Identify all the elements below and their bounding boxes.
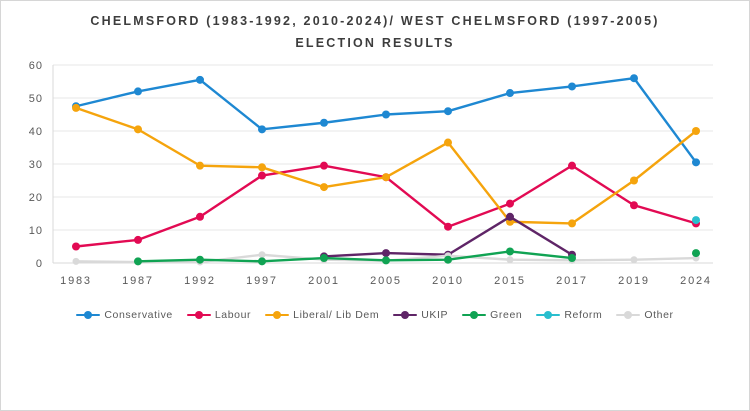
point-liberal-lib-dem-2017 bbox=[568, 219, 576, 228]
x-tick-label-1997: 1997 bbox=[246, 275, 278, 287]
legend-dot-conservative bbox=[84, 310, 93, 319]
point-reform-2024 bbox=[692, 215, 700, 224]
point-liberal-lib-dem-1997 bbox=[258, 163, 266, 172]
point-labour-1997 bbox=[258, 171, 266, 180]
point-conservative-1997 bbox=[258, 125, 266, 134]
point-conservative-2019 bbox=[630, 73, 638, 82]
x-tick-label-2005: 2005 bbox=[370, 275, 402, 287]
y-tick-label-60: 60 bbox=[29, 60, 43, 72]
point-green-1997 bbox=[258, 257, 266, 266]
x-tick-label-1987: 1987 bbox=[122, 275, 154, 287]
legend-dot-other bbox=[624, 310, 633, 319]
point-other-2019 bbox=[630, 255, 638, 263]
point-labour-1983 bbox=[72, 242, 80, 251]
y-tick-label-0: 0 bbox=[36, 258, 43, 270]
x-tick-label-2015: 2015 bbox=[494, 275, 526, 287]
point-liberal-lib-dem-2024 bbox=[692, 126, 700, 135]
point-green-1987 bbox=[134, 257, 142, 266]
point-green-2005 bbox=[382, 256, 390, 265]
legend-item-conservative: Conservative bbox=[76, 309, 172, 321]
legend-dot-liberal-lib-dem bbox=[273, 310, 282, 319]
chart-legend: Conservative Labour Liberal/ Lib Dem UKIP Gr… bbox=[1, 309, 749, 321]
x-tick-label-2024: 2024 bbox=[680, 275, 712, 287]
legend-item-liberal-lib-dem: Liberal/ Lib Dem bbox=[265, 309, 379, 321]
point-conservative-2001 bbox=[320, 118, 328, 127]
y-tick-label-30: 30 bbox=[29, 159, 43, 171]
legend-label-green: Green bbox=[490, 308, 523, 321]
legend-label-conservative: Conservative bbox=[104, 308, 173, 321]
point-green-2024 bbox=[692, 248, 700, 257]
x-tick-label-2001: 2001 bbox=[308, 275, 340, 287]
point-other-1983 bbox=[72, 257, 80, 265]
legend-label-reform: Reform bbox=[564, 308, 603, 321]
point-labour-2017 bbox=[568, 161, 576, 170]
legend-dot-reform bbox=[544, 310, 553, 319]
x-tick-label-2017: 2017 bbox=[556, 275, 588, 287]
legend-marker-green-icon bbox=[462, 310, 487, 319]
legend-label-liberal-lib-dem: Liberal/ Lib Dem bbox=[293, 308, 380, 321]
point-liberal-lib-dem-2005 bbox=[382, 172, 390, 181]
point-conservative-1987 bbox=[134, 87, 142, 96]
point-green-2017 bbox=[568, 253, 576, 262]
point-labour-2010 bbox=[444, 222, 452, 231]
point-other-2015 bbox=[506, 255, 514, 263]
legend-marker-reform-icon bbox=[536, 310, 561, 319]
point-liberal-lib-dem-1987 bbox=[134, 125, 142, 134]
point-green-2015 bbox=[506, 247, 514, 256]
legend-dot-green bbox=[470, 310, 479, 319]
legend-marker-other-icon bbox=[616, 310, 641, 319]
legend-label-ukip: UKIP bbox=[421, 308, 449, 321]
y-tick-label-10: 10 bbox=[29, 225, 43, 237]
point-liberal-lib-dem-1992 bbox=[196, 161, 204, 170]
point-labour-2001 bbox=[320, 161, 328, 170]
point-labour-2019 bbox=[630, 201, 638, 209]
x-tick-label-2010: 2010 bbox=[432, 275, 464, 287]
legend-item-other: Other bbox=[616, 309, 673, 321]
series-conservative-line bbox=[74, 76, 698, 164]
point-liberal-lib-dem-2010 bbox=[444, 138, 452, 147]
chart-title: CHELMSFORD (1983-1992, 2010-2024)/ WEST … bbox=[90, 14, 660, 50]
legend-label-labour: Labour bbox=[214, 308, 252, 321]
point-liberal-lib-dem-1983 bbox=[72, 103, 80, 112]
legend-item-labour: Labour bbox=[186, 308, 252, 321]
series-green-line bbox=[136, 249, 574, 263]
point-conservative-2005 bbox=[382, 110, 390, 119]
x-tick-label-2019: 2019 bbox=[618, 275, 650, 287]
point-conservative-2024 bbox=[692, 158, 700, 167]
y-tick-label-20: 20 bbox=[29, 192, 43, 204]
legend-marker-labour-icon bbox=[186, 310, 211, 319]
point-ukip-2015 bbox=[506, 212, 514, 221]
point-liberal-lib-dem-2001 bbox=[320, 182, 328, 191]
point-green-2010 bbox=[444, 255, 452, 264]
y-tick-label-50: 50 bbox=[29, 93, 43, 105]
legend-dot-ukip bbox=[401, 310, 410, 319]
point-green-2001 bbox=[320, 253, 328, 262]
point-labour-1992 bbox=[196, 212, 204, 221]
x-tick-label-1983: 1983 bbox=[60, 275, 92, 287]
point-conservative-2017 bbox=[568, 82, 576, 91]
y-tick-label-40: 40 bbox=[29, 126, 43, 138]
legend-label-other: Other bbox=[644, 308, 674, 321]
legend-item-green: Green bbox=[462, 309, 522, 321]
point-conservative-1992 bbox=[196, 75, 204, 84]
point-green-1992 bbox=[196, 255, 204, 264]
point-other-1997 bbox=[258, 251, 266, 258]
legend-marker-liberal-lib-dem-icon bbox=[265, 310, 290, 319]
point-labour-1987 bbox=[134, 235, 142, 244]
series-liberal-lib-dem-line bbox=[74, 106, 698, 225]
legend-dot-labour bbox=[194, 310, 203, 319]
point-labour-2015 bbox=[506, 199, 514, 208]
point-liberal-lib-dem-2019 bbox=[630, 176, 638, 185]
legend-marker-ukip-icon bbox=[393, 310, 418, 319]
x-tick-label-1992: 1992 bbox=[184, 275, 216, 287]
election-line-chart: 0 10 20 30 40 50 60 1983 1987 1992 1997 2001 2005 201… bbox=[29, 60, 713, 287]
legend-marker-conservative-icon bbox=[76, 310, 101, 319]
legend-item-reform: Reform bbox=[536, 309, 602, 321]
point-conservative-2010 bbox=[444, 106, 452, 115]
point-ukip-2005 bbox=[382, 248, 390, 257]
legend-item-ukip: UKIP bbox=[393, 309, 448, 321]
point-conservative-2015 bbox=[506, 88, 514, 97]
